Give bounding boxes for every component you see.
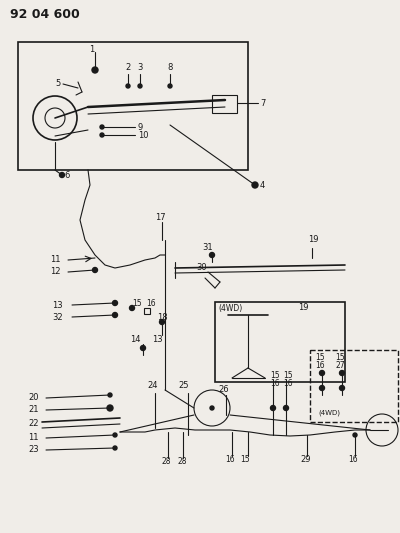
Text: 13: 13 xyxy=(152,335,163,344)
Text: 25: 25 xyxy=(178,381,188,390)
Text: 21: 21 xyxy=(28,406,38,415)
Text: 7: 7 xyxy=(260,99,265,108)
Text: (4WD): (4WD) xyxy=(218,303,242,312)
Text: 8: 8 xyxy=(167,63,173,72)
Circle shape xyxy=(284,406,288,410)
Circle shape xyxy=(320,370,324,376)
Circle shape xyxy=(168,84,172,88)
Text: 13: 13 xyxy=(52,301,63,310)
Circle shape xyxy=(112,312,118,318)
Text: 16: 16 xyxy=(348,456,358,464)
Text: 10: 10 xyxy=(138,132,148,141)
Text: 15: 15 xyxy=(132,298,142,308)
Text: 16: 16 xyxy=(315,361,325,370)
Text: 28: 28 xyxy=(162,457,172,466)
Text: (4WD): (4WD) xyxy=(318,410,340,416)
Circle shape xyxy=(108,393,112,397)
Text: 18: 18 xyxy=(157,313,168,322)
Text: 27: 27 xyxy=(335,361,345,370)
Text: 19: 19 xyxy=(298,303,308,312)
Text: 26: 26 xyxy=(218,385,229,394)
Text: 16: 16 xyxy=(270,379,280,389)
Text: 16: 16 xyxy=(283,379,293,389)
Circle shape xyxy=(210,253,214,257)
Text: 15: 15 xyxy=(240,456,250,464)
Circle shape xyxy=(353,433,357,437)
Circle shape xyxy=(113,446,117,450)
Text: 20: 20 xyxy=(28,393,38,402)
Text: 15: 15 xyxy=(315,352,325,361)
Text: 11: 11 xyxy=(50,255,60,264)
Text: 16: 16 xyxy=(146,298,156,308)
Text: 29: 29 xyxy=(300,456,310,464)
Text: 92 04 600: 92 04 600 xyxy=(10,7,80,20)
Text: 9: 9 xyxy=(138,124,143,133)
Circle shape xyxy=(92,268,98,272)
Circle shape xyxy=(320,385,324,391)
Text: 24: 24 xyxy=(147,381,158,390)
Circle shape xyxy=(140,345,146,351)
Text: 17: 17 xyxy=(155,214,166,222)
Text: 15: 15 xyxy=(270,370,280,379)
Circle shape xyxy=(160,319,164,325)
Circle shape xyxy=(112,301,118,305)
Text: 31: 31 xyxy=(202,244,213,253)
Text: 14: 14 xyxy=(130,335,140,344)
Bar xyxy=(215,302,345,382)
Circle shape xyxy=(126,84,130,88)
Text: 30: 30 xyxy=(196,263,207,272)
Bar xyxy=(212,95,237,113)
Bar xyxy=(144,308,150,314)
Text: 19: 19 xyxy=(308,236,318,245)
Circle shape xyxy=(92,67,98,73)
Text: 28: 28 xyxy=(177,457,186,466)
Text: 3: 3 xyxy=(137,63,143,72)
Circle shape xyxy=(60,173,64,177)
Circle shape xyxy=(107,405,113,411)
Text: 15: 15 xyxy=(283,370,293,379)
Circle shape xyxy=(113,433,117,437)
Bar xyxy=(18,42,248,170)
Text: 2: 2 xyxy=(125,63,131,72)
Circle shape xyxy=(210,406,214,410)
Text: 4: 4 xyxy=(260,181,265,190)
Text: 12: 12 xyxy=(50,268,60,277)
Text: 16: 16 xyxy=(225,456,235,464)
Text: 23: 23 xyxy=(28,446,39,455)
Circle shape xyxy=(100,125,104,129)
Text: 1: 1 xyxy=(89,45,94,54)
Text: 22: 22 xyxy=(28,419,38,429)
Circle shape xyxy=(138,84,142,88)
Text: 15: 15 xyxy=(335,352,345,361)
Circle shape xyxy=(270,406,276,410)
Text: 5: 5 xyxy=(55,79,60,88)
Circle shape xyxy=(340,370,344,376)
Text: 6: 6 xyxy=(64,171,69,180)
Circle shape xyxy=(252,182,258,188)
Text: 32: 32 xyxy=(52,312,63,321)
Circle shape xyxy=(340,385,344,391)
Circle shape xyxy=(130,305,134,311)
Circle shape xyxy=(100,133,104,137)
Text: 11: 11 xyxy=(28,433,38,442)
Bar xyxy=(310,350,398,422)
